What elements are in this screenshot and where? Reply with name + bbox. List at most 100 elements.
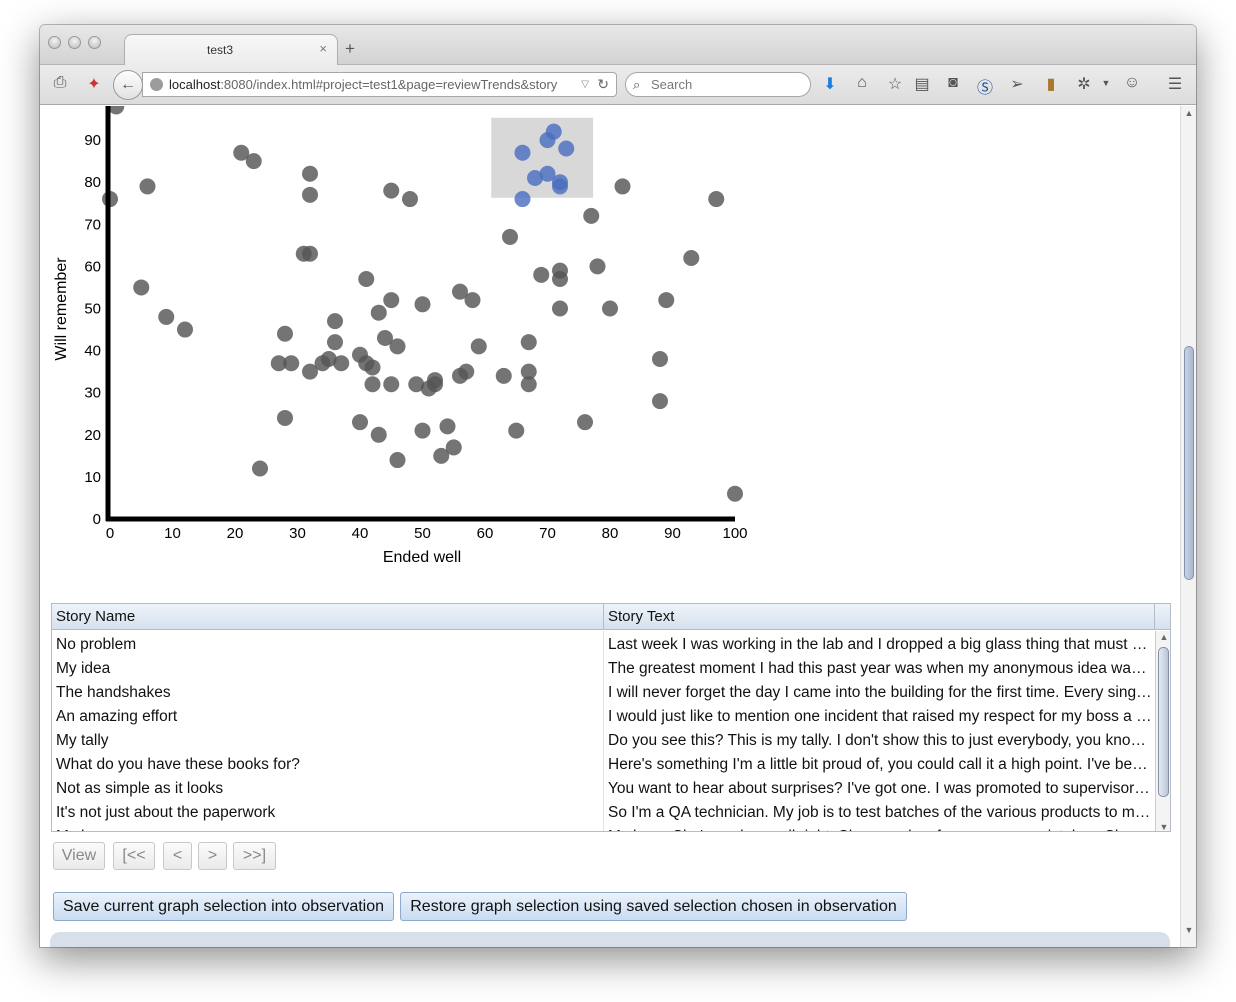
table-row[interactable]: An amazing effort I would just like to me… <box>52 705 1155 729</box>
home-icon[interactable]: ⌂ <box>857 74 867 91</box>
save-selection-button[interactable]: Save current graph selection into observ… <box>53 892 394 921</box>
data-point[interactable] <box>358 271 375 288</box>
data-point[interactable] <box>414 296 431 313</box>
data-point[interactable] <box>177 321 193 338</box>
addon-icon[interactable]: ✲ <box>1077 76 1091 93</box>
page-scroll-thumb[interactable] <box>1184 346 1194 580</box>
data-point[interactable] <box>377 329 393 346</box>
first-page-button[interactable]: [<< <box>113 842 155 870</box>
last-page-button[interactable]: >>] <box>233 842 276 870</box>
data-point[interactable] <box>464 292 481 309</box>
data-point[interactable] <box>383 182 400 199</box>
data-point[interactable] <box>302 186 318 203</box>
browser-tab[interactable]: test3 × <box>124 34 338 66</box>
close-tab-icon[interactable]: × <box>319 41 327 56</box>
data-point[interactable] <box>320 351 337 368</box>
data-point[interactable] <box>383 292 400 309</box>
data-point[interactable] <box>133 279 150 296</box>
data-point[interactable] <box>389 452 406 469</box>
extension-icon[interactable]: ✦ <box>87 76 101 93</box>
restore-selection-button[interactable]: Restore graph selection using saved sele… <box>400 892 907 921</box>
data-point[interactable] <box>333 355 350 372</box>
data-point[interactable] <box>383 376 400 393</box>
data-point[interactable] <box>520 363 537 380</box>
data-point[interactable] <box>495 367 512 384</box>
download-icon[interactable]: ⬇ <box>823 76 837 93</box>
data-point[interactable] <box>364 359 381 376</box>
data-point[interactable] <box>602 300 618 317</box>
data-point[interactable] <box>364 376 381 393</box>
data-point[interactable] <box>652 393 668 410</box>
page-scroll-down-icon[interactable]: ▼ <box>1184 925 1194 935</box>
data-point[interactable] <box>452 283 468 300</box>
data-point[interactable] <box>414 422 431 439</box>
data-point[interactable] <box>439 418 456 435</box>
data-point[interactable] <box>252 460 268 477</box>
data-point[interactable] <box>327 334 343 351</box>
data-point[interactable] <box>552 271 568 288</box>
previous-page-button[interactable]: < <box>163 842 192 870</box>
data-point[interactable] <box>658 292 675 309</box>
data-point[interactable] <box>158 308 175 325</box>
table-row[interactable]: My idea The greatest moment I had this pa… <box>52 657 1155 681</box>
print-icon[interactable]: ⎙ <box>53 74 67 91</box>
data-point[interactable] <box>302 165 318 182</box>
chat-icon[interactable]: ☺ <box>1123 74 1141 91</box>
table-scrollbar[interactable]: ▲ ▼ <box>1155 631 1170 832</box>
new-tab-icon[interactable]: + <box>345 39 355 58</box>
back-button[interactable]: ← <box>113 70 143 100</box>
bookmark-star-icon[interactable]: ☆ <box>887 76 903 93</box>
menu-icon[interactable]: ☰ <box>1167 76 1183 93</box>
pocket-icon[interactable]: ◙ <box>948 74 958 91</box>
zoom-window-icon[interactable] <box>88 36 101 49</box>
data-point[interactable] <box>577 414 593 431</box>
data-point[interactable] <box>408 376 425 393</box>
data-point[interactable] <box>502 228 518 245</box>
data-point[interactable] <box>270 355 287 372</box>
data-point[interactable] <box>402 191 418 208</box>
data-point[interactable] <box>277 409 293 426</box>
data-point[interactable] <box>727 485 743 502</box>
table-row[interactable]: Not as simple as it looks You want to hea… <box>52 777 1155 801</box>
data-point[interactable] <box>327 313 343 330</box>
data-point[interactable] <box>427 372 443 389</box>
data-point[interactable] <box>277 325 293 342</box>
table-row[interactable]: The handshakes I will never forget the da… <box>52 681 1155 705</box>
data-point[interactable] <box>233 144 250 161</box>
reload-icon[interactable]: ↻ <box>597 76 609 92</box>
page-scrollbar[interactable]: ▲ ▼ <box>1180 106 1196 947</box>
data-point[interactable] <box>370 426 387 443</box>
data-point[interactable] <box>614 178 631 195</box>
data-point[interactable] <box>302 363 318 380</box>
table-row[interactable]: My heroMy hero. She's my hero, all right… <box>52 825 1155 831</box>
selected-data-point[interactable] <box>558 140 575 157</box>
scatter-plot[interactable]: 0 10 20 30 40 50 60 70 80 90 100 0 10 20 30 40 50 60 70 80 9… <box>40 106 800 586</box>
close-window-icon[interactable] <box>48 36 61 49</box>
data-point[interactable] <box>445 439 462 456</box>
next-page-button[interactable]: > <box>198 842 227 870</box>
data-point[interactable] <box>433 447 450 464</box>
table-scroll-thumb[interactable] <box>1158 647 1169 797</box>
url-bar[interactable]: localhost:8080/index.html#project=test1&… <box>142 72 617 97</box>
addon-dropdown-icon[interactable]: ▼ <box>1101 78 1111 88</box>
table-row[interactable]: What do you have these books for? Here's … <box>52 753 1155 777</box>
selected-data-point[interactable] <box>545 123 562 140</box>
data-point[interactable] <box>245 153 262 170</box>
selected-data-point[interactable] <box>514 191 531 208</box>
selected-data-point[interactable] <box>527 169 543 186</box>
data-point[interactable] <box>683 249 700 266</box>
data-point[interactable] <box>370 304 387 321</box>
data-point[interactable] <box>458 363 475 380</box>
scroll-up-icon[interactable]: ▲ <box>1159 632 1169 642</box>
selected-data-point[interactable] <box>539 165 556 182</box>
skype-icon[interactable]: Ⓢ <box>976 80 993 97</box>
send-icon[interactable]: ➢ <box>1010 76 1024 93</box>
data-point[interactable] <box>552 300 568 317</box>
data-point[interactable] <box>652 351 668 368</box>
table-row[interactable]: My tally Do you see this? This is my tall… <box>52 729 1155 753</box>
scroll-down-icon[interactable]: ▼ <box>1159 822 1169 832</box>
notebook-icon[interactable]: ▮ <box>1046 76 1056 93</box>
data-point[interactable] <box>520 376 537 393</box>
data-point[interactable] <box>583 207 600 224</box>
reading-list-icon[interactable]: ▤ <box>914 76 930 93</box>
